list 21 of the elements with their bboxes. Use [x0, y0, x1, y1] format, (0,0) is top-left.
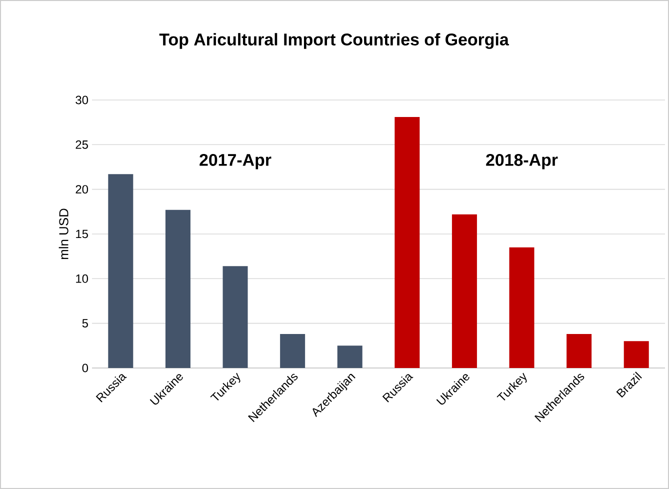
y-tick-label: 10 — [76, 274, 88, 283]
bar — [394, 116, 420, 368]
y-tick-label: 20 — [76, 185, 88, 194]
y-tick-label: 5 — [82, 319, 88, 328]
bar — [452, 214, 477, 368]
y-tick-label: 15 — [76, 230, 88, 238]
bar — [337, 346, 362, 368]
bar — [566, 334, 592, 368]
y-tick-label: 30 — [76, 96, 88, 104]
bar — [624, 341, 649, 368]
annotation: 2018-Apr — [486, 154, 558, 170]
y-tick-label: 0 — [82, 364, 88, 372]
bar — [222, 266, 248, 368]
y-tick-label: 25 — [76, 140, 88, 149]
chart-title: Top Aricultural Import Countries of Georgia — [159, 33, 509, 49]
y-axis-title: mln USD — [58, 208, 68, 260]
bar — [165, 210, 190, 368]
bar — [108, 174, 134, 368]
bar — [280, 334, 306, 368]
annotation: 2017-Apr — [200, 154, 272, 170]
bar — [509, 247, 534, 368]
